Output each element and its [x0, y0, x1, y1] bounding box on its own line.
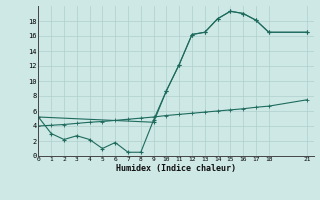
- X-axis label: Humidex (Indice chaleur): Humidex (Indice chaleur): [116, 164, 236, 173]
